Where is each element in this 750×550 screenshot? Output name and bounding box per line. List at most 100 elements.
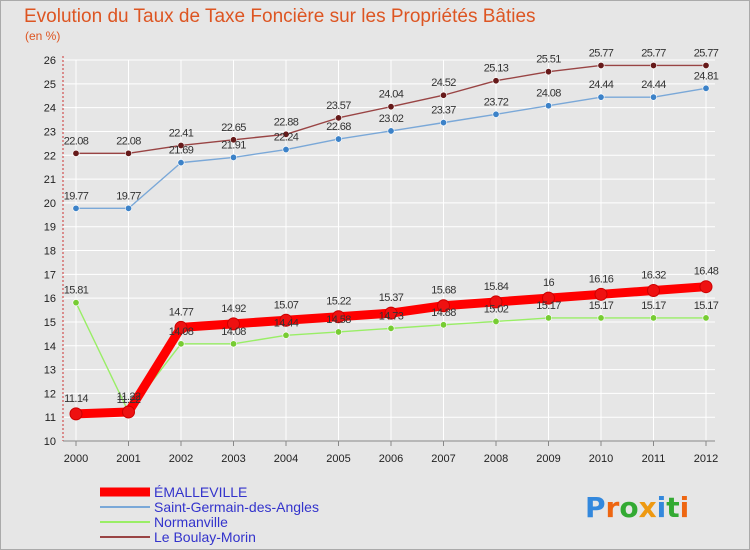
data-label: 25.77 [694, 47, 719, 59]
data-point-0 [542, 291, 555, 305]
y-tick-label: 15 [44, 317, 56, 329]
data-label: 14.58 [326, 314, 351, 326]
y-tick-label: 25 [44, 79, 56, 91]
data-point-0 [332, 310, 345, 324]
logo-letter: o [619, 491, 638, 524]
data-label: 14.77 [169, 306, 194, 318]
data-label: 14.08 [221, 326, 246, 338]
data-label: 15.17 [694, 300, 719, 312]
data-label: 15.84 [484, 281, 509, 293]
data-label: 22.41 [169, 127, 194, 139]
data-label: 23.37 [431, 105, 456, 117]
x-tick-label: 2011 [642, 453, 666, 465]
data-point-0 [279, 313, 293, 327]
data-point-1 [282, 146, 290, 154]
data-label: 15.17 [641, 300, 666, 312]
data-point-2 [439, 321, 447, 329]
data-point-2 [544, 314, 552, 322]
data-label: 11.14 [64, 393, 88, 405]
data-point-2 [492, 317, 500, 325]
data-label: 15.68 [431, 285, 456, 297]
data-point-1 [334, 135, 342, 143]
data-point-3 [492, 77, 500, 85]
y-tick-label: 18 [44, 246, 56, 258]
series-layer: 22.08 22.08 22.41 22.65 22.88 23.57 24.04 24.52… [64, 47, 719, 421]
data-label: 22.08 [116, 135, 141, 147]
data-label: 21.91 [221, 139, 246, 151]
data-label: 14.92 [221, 303, 246, 315]
x-tick-label: 2003 [221, 453, 245, 465]
data-point-2 [282, 331, 290, 339]
y-tick-label: 23 [44, 126, 56, 138]
legend: ÉMALLEVILLESaint-Germain-des-AnglesNorma… [100, 484, 319, 545]
data-point-2 [387, 324, 395, 332]
data-point-3 [230, 136, 238, 144]
x-tick-label: 2004 [274, 453, 298, 465]
data-label: 23.02 [379, 113, 404, 125]
data-point-1 [439, 119, 447, 127]
data-point-2 [649, 314, 657, 322]
data-label: 22.08 [64, 135, 89, 147]
data-label: 25.77 [641, 47, 666, 59]
y-tick-label: 26 [44, 55, 56, 67]
data-point-2 [702, 314, 710, 322]
data-point-2 [334, 328, 342, 336]
data-label: 23.57 [326, 100, 351, 112]
data-point-0 [69, 407, 83, 421]
x-tick-label: 2005 [326, 453, 350, 465]
data-point-3 [125, 149, 133, 157]
data-point-3 [597, 61, 605, 69]
x-tick-label: 2012 [694, 453, 718, 465]
data-label: 22.88 [274, 116, 299, 128]
data-label: 15.07 [274, 299, 299, 311]
y-tick-label: 14 [44, 341, 56, 353]
data-label: 21.69 [169, 145, 194, 157]
data-point-3 [177, 141, 185, 149]
data-point-0 [122, 405, 135, 419]
data-label: 15.22 [326, 296, 351, 308]
data-label: 11.22 [117, 394, 141, 406]
data-label: 14.08 [169, 326, 194, 338]
y-tick-label: 10 [44, 436, 56, 448]
data-point-1 [230, 153, 238, 161]
data-label: 15.02 [484, 303, 509, 315]
logo-letter: i [657, 491, 667, 524]
data-point-2 [230, 340, 238, 348]
y-tick-label: 12 [44, 388, 56, 400]
data-point-0 [174, 320, 188, 334]
data-point-1 [649, 93, 657, 101]
y-tick-label: 20 [44, 198, 56, 210]
data-label: 24.44 [589, 79, 614, 91]
logo-letter: i [680, 491, 690, 524]
data-point-0 [489, 295, 503, 309]
x-tick-label: 2000 [64, 453, 88, 465]
legend-label: ÉMALLEVILLE [154, 484, 247, 500]
data-label: 15.17 [589, 300, 614, 312]
y-tick-label: 13 [44, 365, 56, 377]
x-tick-label: 2008 [484, 453, 508, 465]
logo-letter: x [639, 491, 657, 524]
data-point-1 [387, 127, 395, 135]
x-tick-label: 2006 [379, 453, 403, 465]
data-point-3 [387, 103, 395, 111]
data-label: 23.72 [484, 96, 509, 108]
logo-letter: r [606, 491, 620, 524]
data-label: 24.04 [379, 89, 404, 101]
legend-label: Le Boulay-Morin [154, 529, 256, 545]
data-point-0 [699, 280, 713, 294]
y-tick-label: 17 [44, 269, 56, 281]
data-point-0 [594, 287, 608, 301]
data-label: 16 [543, 277, 555, 289]
data-point-1 [702, 84, 710, 92]
data-label: 15.17 [536, 300, 561, 312]
data-label: 14.88 [431, 307, 456, 319]
x-tick-label: 2002 [169, 453, 193, 465]
chart-subtitle: (en %) [25, 29, 60, 43]
y-tick-label: 22 [44, 150, 56, 162]
data-point-3 [282, 130, 290, 138]
data-label: 15.81 [64, 285, 89, 297]
data-point-2 [72, 299, 80, 307]
data-point-3 [702, 61, 710, 69]
data-point-0 [647, 284, 660, 298]
